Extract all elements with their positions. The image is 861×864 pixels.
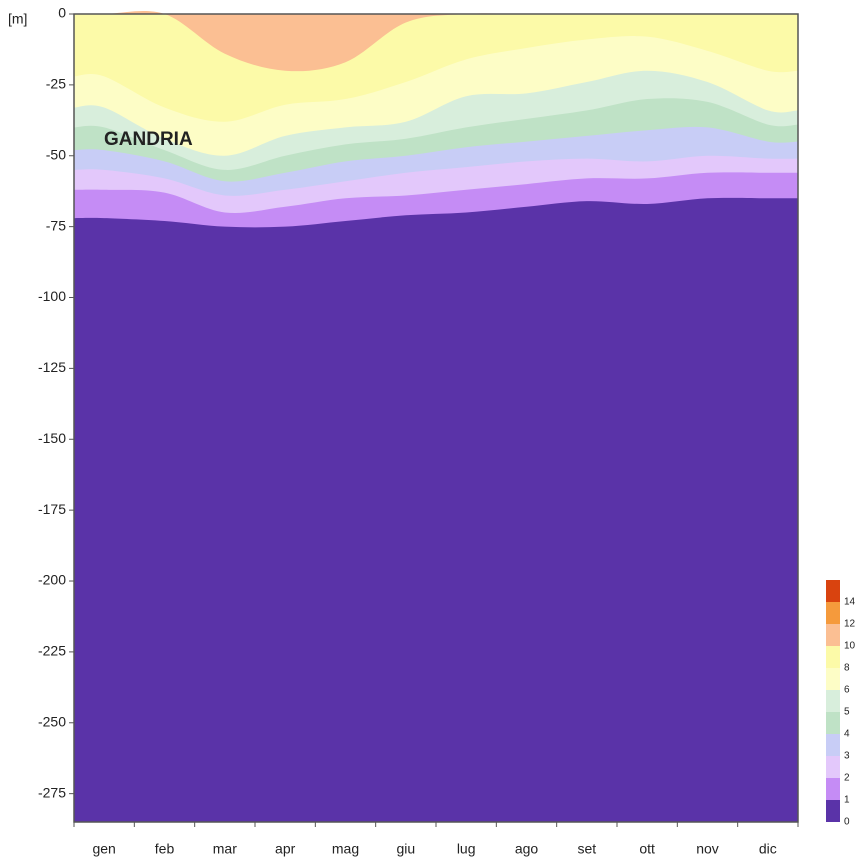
y-tick-label: -275 <box>38 784 66 800</box>
x-tick-label: ago <box>515 841 539 857</box>
y-tick-label: -225 <box>38 643 66 659</box>
x-tick-label: set <box>577 841 596 857</box>
y-tick-label: -50 <box>46 146 66 162</box>
x-tick-label: ott <box>639 841 655 857</box>
y-tick-label: -25 <box>46 76 66 92</box>
y-tick-label: -150 <box>38 430 66 446</box>
legend-swatch <box>826 734 840 756</box>
x-tick-label: gen <box>92 841 115 857</box>
y-tick-label: -125 <box>38 359 66 375</box>
contour-band <box>74 11 798 72</box>
y-axis-label: [m] <box>8 11 27 27</box>
legend-label: 8 <box>844 663 850 674</box>
x-tick-label: giu <box>396 841 415 857</box>
x-tick-label: feb <box>155 841 175 857</box>
legend-swatch <box>826 624 840 646</box>
legend-label: 12 <box>844 619 856 630</box>
legend-label: 10 <box>844 641 856 652</box>
legend-label: 6 <box>844 685 850 696</box>
legend-swatch <box>826 778 840 800</box>
legend-label: 2 <box>844 773 850 784</box>
legend-swatch <box>826 646 840 668</box>
legend-swatch <box>826 756 840 778</box>
legend-label: 3 <box>844 751 850 762</box>
legend-swatch <box>826 712 840 734</box>
legend-label: 1 <box>844 795 850 806</box>
legend-label: 4 <box>844 729 850 740</box>
legend-swatch <box>826 602 840 624</box>
y-tick-label: -75 <box>46 217 66 233</box>
x-tick-label: apr <box>275 841 296 857</box>
annotation: GANDRIA <box>104 129 193 150</box>
legend-swatch <box>826 668 840 690</box>
y-tick-label: -100 <box>38 288 66 304</box>
legend-label: 0 <box>844 817 850 828</box>
legend-swatch <box>826 800 840 822</box>
y-tick-label: -200 <box>38 572 66 588</box>
x-tick-label: nov <box>696 841 719 857</box>
legend-swatch <box>826 690 840 712</box>
legend-label: 14 <box>844 597 856 608</box>
y-tick-label: -175 <box>38 501 66 517</box>
x-tick-label: lug <box>457 841 476 857</box>
y-tick-label: 0 <box>58 5 66 21</box>
y-tick-label: -250 <box>38 713 66 729</box>
legend-swatch <box>826 580 840 602</box>
x-tick-label: dic <box>759 841 777 857</box>
x-tick-label: mar <box>213 841 237 857</box>
legend-label: 5 <box>844 707 850 718</box>
x-tick-label: mag <box>332 841 359 857</box>
